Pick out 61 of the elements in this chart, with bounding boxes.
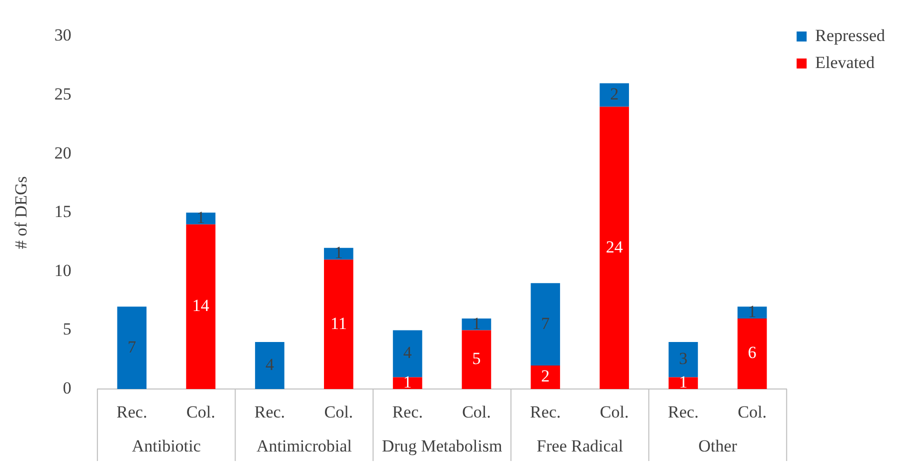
x-tick-label: Rec. [116, 402, 148, 422]
legend-label: Elevated [815, 52, 876, 72]
data-label: 6 [748, 343, 756, 362]
bar [530, 283, 560, 366]
legend-label: Repressed [815, 26, 886, 45]
data-label: 1 [472, 314, 481, 333]
y-tick-label: 5 [62, 320, 72, 339]
x-tick-label: Col. [738, 402, 767, 422]
y-tick-label: 25 [54, 84, 72, 104]
text: Antimicrobial [256, 436, 352, 456]
x-tick-label: Rec. [392, 402, 423, 422]
y-tick-label: 15 [54, 202, 72, 222]
data-label: 1 [678, 372, 688, 392]
bar [392, 330, 422, 378]
bar [186, 212, 216, 224]
bar [392, 377, 422, 389]
bar [600, 106, 629, 389]
y-tick-label: 10 [54, 260, 72, 280]
bar [186, 224, 216, 389]
x-tick-label: Rec. [530, 402, 561, 422]
text: Other [698, 436, 738, 456]
y-tick-label: 20 [54, 143, 72, 162]
bar [324, 248, 354, 260]
data-label: 5 [472, 349, 481, 368]
data-label: 4 [403, 343, 412, 362]
bar [600, 83, 629, 107]
bar [738, 306, 767, 318]
y-tick-label: 0 [62, 378, 72, 398]
data-label: 2 [610, 84, 619, 104]
data-label: 4 [265, 354, 274, 374]
text: Free Radical [536, 436, 624, 456]
x-tick-label: Col. [462, 402, 491, 422]
x-tick-label: Rec. [254, 402, 286, 422]
x-tick-label: Rec. [668, 402, 699, 422]
bar [668, 342, 698, 378]
bar [668, 377, 698, 389]
data-label: 1 [196, 208, 206, 227]
bar [117, 306, 147, 389]
bar [324, 260, 354, 389]
bar [462, 318, 492, 330]
data-label: 1 [334, 243, 343, 262]
y-axis-title: # of DEGs [12, 176, 31, 249]
data-label: 1 [748, 302, 756, 322]
data-label: 24 [606, 237, 624, 256]
data-label: 2 [541, 366, 550, 386]
bar [255, 342, 284, 389]
text: Antibiotic [132, 436, 202, 456]
y-tick-label: 30 [54, 26, 72, 45]
text: Drug Metabolism [382, 436, 502, 456]
x-tick-label: Col. [600, 402, 629, 422]
data-label: 14 [192, 296, 210, 316]
data-label: 7 [541, 314, 550, 333]
x-tick-label: Col. [186, 402, 216, 422]
x-tick-label: Col. [324, 402, 354, 422]
data-label: 3 [678, 349, 688, 368]
data-label: 1 [403, 372, 412, 392]
bar [462, 330, 492, 389]
data-label: 11 [330, 314, 347, 333]
bar [530, 365, 560, 389]
data-label: 7 [128, 337, 137, 356]
bar [738, 318, 767, 389]
